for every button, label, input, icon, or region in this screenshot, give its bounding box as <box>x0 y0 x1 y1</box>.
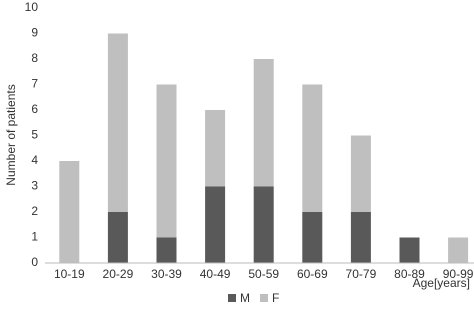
y-tick-label: 9 <box>31 26 38 40</box>
x-tick-label: 10-19 <box>54 267 85 281</box>
y-tick-label: 2 <box>31 204 38 218</box>
x-axis-title: Age[years] <box>413 276 470 290</box>
legend-swatch <box>260 294 268 302</box>
bar-segment <box>156 84 177 238</box>
x-tick-label: 20-29 <box>103 267 134 281</box>
x-tick-label: 50-59 <box>248 267 279 281</box>
bar-segment <box>107 33 128 212</box>
y-tick-label: 1 <box>31 230 38 244</box>
x-tick-label: 70-79 <box>346 267 377 281</box>
y-tick-label: 8 <box>31 51 38 65</box>
bar-segment <box>253 59 274 187</box>
y-tick-label: 3 <box>31 179 38 193</box>
legend-swatch <box>228 294 236 302</box>
x-tick-label: 90-99 <box>443 267 474 281</box>
legend-label: F <box>272 291 279 305</box>
x-tick-label: 40-49 <box>200 267 231 281</box>
bar-segment <box>350 212 371 263</box>
bar-segment <box>107 212 128 263</box>
y-tick-label: 6 <box>31 102 38 116</box>
bar-segment <box>302 84 323 212</box>
y-axis-title: Number of patients <box>4 84 18 185</box>
y-tick-label: 4 <box>31 153 38 167</box>
x-tick-label: 30-39 <box>151 267 182 281</box>
bar-segment <box>302 212 323 263</box>
x-tick-label: 80-89 <box>394 267 425 281</box>
y-tick-label: 7 <box>31 77 38 91</box>
bar-segment <box>205 186 226 263</box>
x-tick-label: 60-69 <box>297 267 328 281</box>
bar-segment <box>399 237 420 263</box>
y-tick-label: 10 <box>25 0 39 14</box>
bar-segment <box>350 135 371 212</box>
bar-segment <box>205 110 226 187</box>
y-tick-label: 5 <box>31 128 38 142</box>
bar-segment <box>253 186 274 263</box>
y-tick-label: 0 <box>31 255 38 269</box>
bar-segment <box>59 161 80 263</box>
legend-label: M <box>240 291 250 305</box>
bar-segment <box>156 237 177 263</box>
bar-segment <box>448 237 469 263</box>
